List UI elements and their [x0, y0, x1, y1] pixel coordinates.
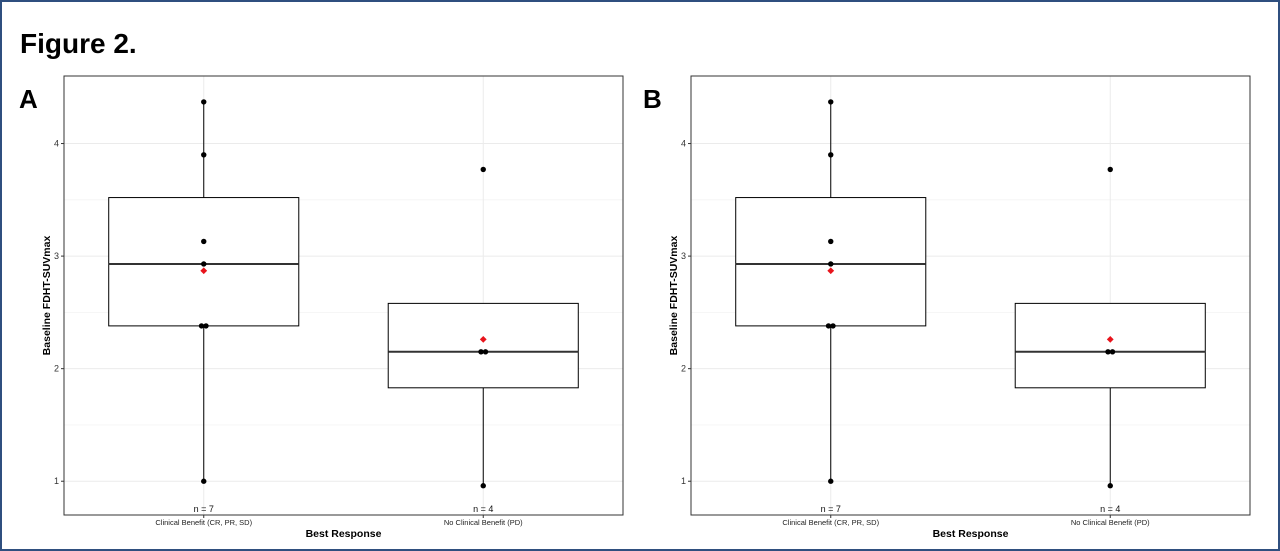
- panel-a-group-0-data-point-3: [201, 261, 207, 267]
- panel-b-group-1-data-point-1: [1105, 349, 1111, 355]
- panel-label-a: A: [19, 84, 38, 114]
- panel-label-b: B: [643, 84, 662, 114]
- panel-b-group-1-data-point-0: [1107, 166, 1113, 173]
- panel-b-group-0-data-point-3: [828, 261, 834, 267]
- panel-b-x-tick-label-1: No Clinical Benefit (PD): [1071, 518, 1150, 527]
- panel-b-group-1-data-point-2: [1109, 349, 1116, 355]
- panel-b-x-axis-title: Best Response: [933, 528, 1009, 540]
- panel-a-panel-border: [63, 75, 624, 516]
- panel-b-panel-border: [690, 75, 1251, 516]
- panel-a-group-1-box: [387, 302, 579, 389]
- panel-a-group-1-data-point-1: [478, 349, 484, 355]
- panel-b-group-0-data-point-0: [828, 99, 834, 105]
- panel-a-x-tick-label-0: Clinical Benefit (CR, PR, SD): [155, 518, 252, 527]
- panel-b-group-1-mean-marker: [1106, 336, 1114, 343]
- panel-a-group-0-data-point-1: [201, 152, 207, 158]
- panel-b-x-tick-label-0: Clinical Benefit (CR, PR, SD): [782, 518, 879, 527]
- panel-b-group-0-mean-marker: [827, 267, 835, 275]
- panel-a-y-axis-title: Baseline FDHT-SUVmax: [41, 236, 53, 356]
- panel-a-group-1-data-point-2: [482, 349, 489, 355]
- panel-b-y-tick-label-0: 1: [681, 476, 686, 486]
- panel-b-group-0-n-label: n = 7: [821, 504, 841, 514]
- panel-b-group-0-data-point-5: [830, 323, 836, 329]
- panel-a-group-1-mean-marker: [479, 336, 487, 343]
- panel-b-group-0-data-point-4: [825, 323, 832, 329]
- panel-a-y-tick-label-0: 1: [54, 476, 59, 486]
- panel-a-x-axis-title: Best Response: [306, 528, 382, 540]
- panel-a-group-1-n-label: n = 4: [473, 504, 493, 514]
- chart-panel-a: n = 7 n = 4 1 2 3 4 Clinical Benefit (CR, PR, …: [41, 75, 624, 540]
- panel-b-y-axis-title: Baseline FDHT-SUVmax: [668, 236, 680, 356]
- panel-b-y-tick-label-2: 3: [681, 251, 686, 261]
- panel-a-x-tick-label-1: No Clinical Benefit (PD): [444, 518, 523, 527]
- chart-panel-b: n = 7 n = 4 1 2 3 4 Clinical Benefit (CR, PR, …: [668, 75, 1251, 540]
- panel-a-group-0-data-point-2: [201, 238, 207, 245]
- panel-a-group-0-data-point-6: [201, 478, 207, 484]
- figure-title: Figure 2.: [20, 28, 137, 59]
- panel-a-group-0-data-point-4: [198, 323, 205, 329]
- panel-a-group-1-data-point-3: [480, 483, 486, 489]
- panel-b-group-0-data-point-1: [828, 152, 834, 158]
- panel-b-group-1-data-point-3: [1107, 483, 1113, 489]
- panel-a-group-0-n-label: n = 7: [194, 504, 214, 514]
- panel-b-group-0-data-point-6: [828, 478, 834, 484]
- panel-b-y-tick-label-1: 2: [681, 364, 686, 374]
- panel-a-y-tick-label-1: 2: [54, 364, 59, 374]
- panel-b-group-1-n-label: n = 4: [1100, 504, 1120, 514]
- panel-b-y-tick-label-3: 4: [681, 139, 686, 149]
- panel-a-y-tick-label-2: 3: [54, 251, 59, 261]
- panel-a-group-0-data-point-0: [201, 99, 207, 105]
- panel-a-group-1-data-point-0: [480, 166, 486, 173]
- panel-a-y-tick-label-3: 4: [54, 139, 59, 149]
- panel-b-group-0-data-point-2: [828, 238, 834, 245]
- panel-a-group-0-data-point-5: [203, 323, 209, 329]
- panel-b-group-1-box: [1014, 302, 1206, 389]
- panel-a-group-0-mean-marker: [200, 267, 208, 275]
